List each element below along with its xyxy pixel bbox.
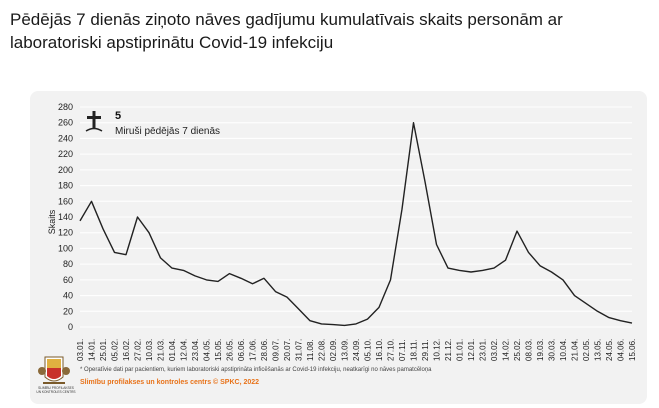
series-line-deaths: [79, 122, 633, 327]
y-tick-label: 60: [63, 275, 73, 285]
x-tick-label: 16.10.: [375, 339, 384, 361]
y-tick-label: 220: [58, 149, 73, 159]
y-tick-label: 200: [58, 165, 73, 175]
x-tick-label: 15.05.: [214, 339, 223, 361]
x-tick-label: 05.10.: [364, 339, 373, 361]
x-tick-label: 21.12.: [444, 339, 453, 361]
y-tick-label: 240: [58, 133, 73, 143]
x-tick-label: 05.02.: [111, 339, 120, 361]
spkc-logo: [38, 356, 70, 384]
y-axis-label: Skaits: [47, 209, 57, 234]
x-tick-label: 22.08.: [318, 339, 327, 361]
x-tick-label: 03.02.: [490, 339, 499, 361]
legend-value: 5: [115, 110, 122, 122]
chart-card: [30, 91, 647, 404]
x-tick-label: 17.06.: [249, 339, 258, 361]
x-tick-label: 04.06.: [617, 339, 626, 361]
x-tick-label: 18.11.: [410, 339, 419, 361]
x-tick-label: 10.04.: [559, 339, 568, 361]
x-tick-label: 14.01.: [88, 339, 97, 361]
grid-lines: [80, 106, 632, 328]
footer-credit: Slimību profilakses un kontroles centrs …: [80, 379, 260, 386]
x-tick-label: 16.02.: [122, 339, 131, 361]
x-tick-label: 03.01.: [76, 339, 85, 361]
y-tick-label: 0: [68, 322, 73, 332]
x-tick-label: 24.05.: [605, 339, 614, 361]
x-tick-label: 25.01.: [99, 339, 108, 361]
x-tick-label: 30.03.: [548, 339, 557, 361]
x-tick-label: 02.05.: [582, 339, 591, 361]
legend-label: Miruši pēdējās 7 dienās: [115, 126, 221, 137]
x-tick-label: 15.06.: [628, 339, 637, 361]
y-tick-label: 120: [58, 228, 73, 238]
cross-icon: [85, 111, 103, 132]
x-tick-label: 13.05.: [594, 339, 603, 361]
x-tick-label: 09.07.: [272, 339, 281, 361]
y-tick-label: 80: [63, 259, 73, 269]
y-tick-label: 160: [58, 196, 73, 206]
y-axis-ticks: 0 20 40 60 80 100 120 140 160 180 200 220 240 260 280: [58, 102, 73, 332]
y-tick-label: 100: [58, 243, 73, 253]
x-tick-label: 01.01.: [456, 339, 465, 361]
x-tick-label: 23.04.: [191, 339, 200, 361]
logo-text: SLIMĪBU PROFILAKSES UN KONTROLES CENTRS: [36, 386, 76, 394]
x-tick-label: 11.08.: [306, 339, 315, 361]
x-tick-label: 12.04.: [180, 339, 189, 361]
x-tick-label: 04.05.: [203, 339, 212, 361]
x-tick-label: 02.09.: [329, 339, 338, 361]
page-title: Pēdējās 7 dienās ziņoto nāves gadījumu k…: [10, 10, 563, 52]
y-tick-label: 280: [58, 102, 73, 112]
x-tick-label: 28.06.: [260, 339, 269, 361]
y-tick-label: 180: [58, 181, 73, 191]
footnote: * Operatīvie dati par pacientiem, kuriem…: [80, 367, 432, 373]
x-tick-label: 25.02.: [513, 339, 522, 361]
y-tick-label: 260: [58, 118, 73, 128]
x-tick-label: 10.12.: [433, 339, 442, 361]
x-tick-label: 21.04.: [571, 339, 580, 361]
y-tick-label: 140: [58, 212, 73, 222]
x-tick-label: 27.02.: [134, 339, 143, 361]
x-tick-label: 08.03.: [525, 339, 534, 361]
x-tick-label: 12.01.: [467, 339, 476, 361]
x-tick-label: 07.11.: [398, 339, 407, 361]
x-tick-label: 19.03.: [536, 339, 545, 361]
x-tick-label: 14.02.: [502, 339, 511, 361]
x-tick-label: 06.06.: [237, 339, 246, 361]
x-tick-label: 29.11.: [421, 339, 430, 361]
y-tick-label: 40: [63, 291, 73, 301]
x-tick-label: 26.05.: [226, 339, 235, 361]
x-tick-label: 01.04.: [168, 339, 177, 361]
x-tick-label: 20.07.: [283, 339, 292, 361]
y-tick-label: 20: [63, 306, 73, 316]
x-tick-label: 31.07.: [295, 339, 304, 361]
x-tick-label: 23.01.: [479, 339, 488, 361]
x-tick-label: 24.09.: [352, 339, 361, 361]
x-tick-label: 10.03.: [145, 339, 154, 361]
x-tick-label: 27.10.: [387, 339, 396, 361]
x-tick-label: 13.09.: [341, 339, 350, 361]
x-axis-ticks: 03.01. 14.01. 25.01. 05.02. 16.02. 27.02. 10.0…: [76, 339, 637, 361]
x-tick-label: 21.03.: [157, 339, 166, 361]
